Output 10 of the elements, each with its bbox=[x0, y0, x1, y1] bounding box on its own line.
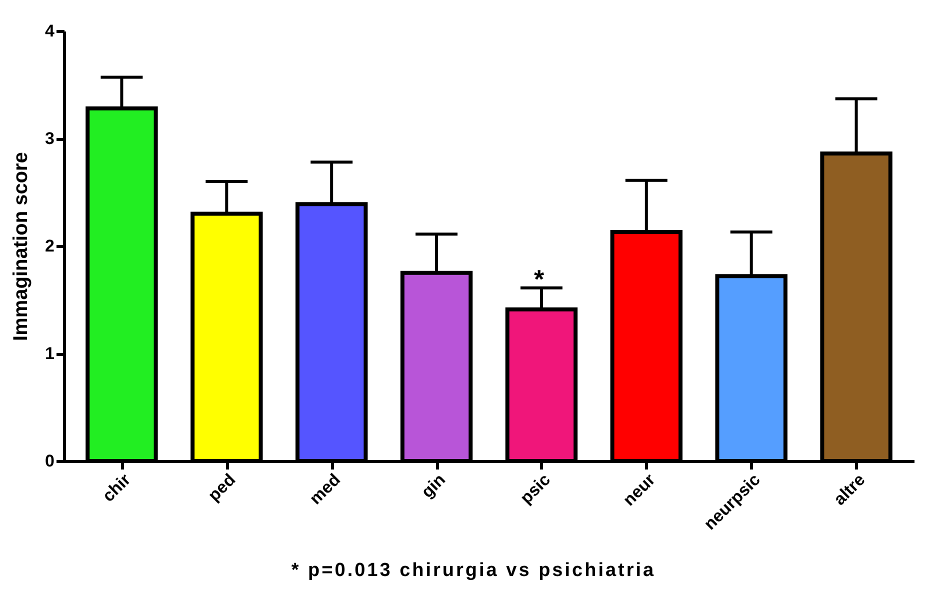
x-tick-label: chir bbox=[98, 470, 134, 506]
text: * p=0.013 chirurgia vs psichiatria bbox=[290, 560, 657, 582]
x-tick-label: gin bbox=[418, 470, 450, 502]
annotation: * bbox=[534, 264, 544, 295]
y-axis-title: Immagination score bbox=[10, 152, 32, 341]
y-tick-label: 2 bbox=[45, 236, 54, 256]
y-tick-label: 1 bbox=[45, 344, 54, 363]
y-tick-label: 3 bbox=[45, 129, 54, 148]
y-tick-label: 4 bbox=[45, 22, 56, 40]
y-tick-label: 0 bbox=[45, 452, 54, 470]
